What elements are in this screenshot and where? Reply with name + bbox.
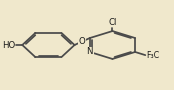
Text: N: N [87, 48, 93, 57]
Text: Cl: Cl [108, 18, 117, 27]
Text: F₃C: F₃C [146, 51, 159, 60]
Text: HO: HO [2, 40, 15, 50]
Text: O: O [79, 37, 86, 46]
